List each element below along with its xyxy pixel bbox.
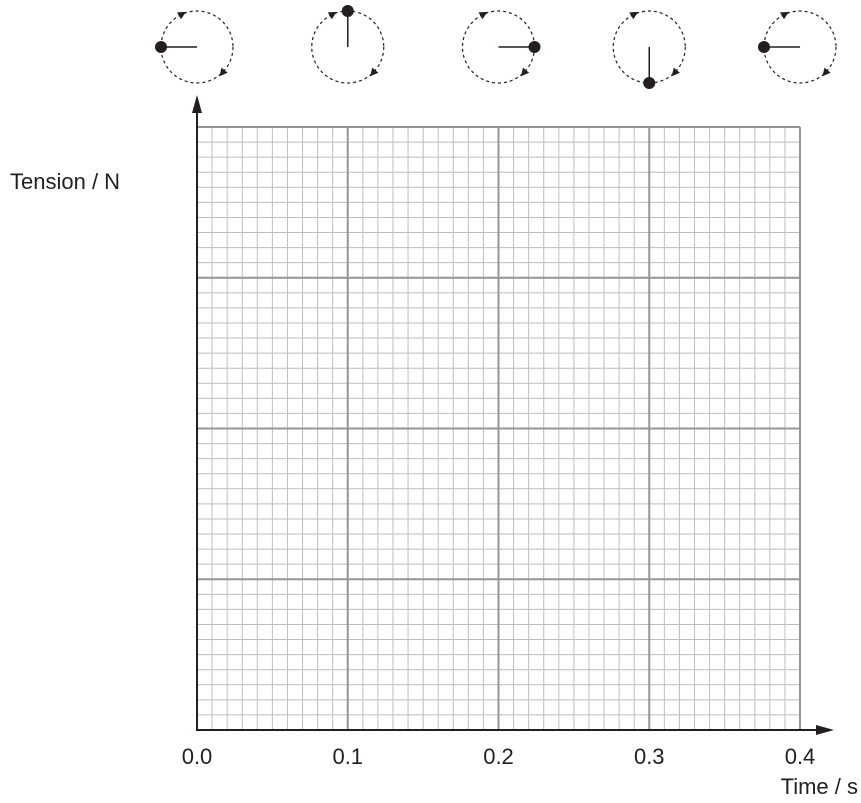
- direction-arrow: [177, 11, 186, 20]
- x-tick-label: 0.4: [785, 744, 816, 769]
- mass: [155, 41, 167, 53]
- direction-arrow: [822, 67, 831, 77]
- x-tick-label: 0.1: [332, 744, 363, 769]
- rotation-icon: [461, 10, 541, 84]
- mass: [528, 41, 541, 53]
- direction-arrow: [629, 11, 639, 20]
- mass: [758, 41, 770, 53]
- path-circle: [763, 10, 837, 84]
- rotation-icon: [612, 10, 686, 89]
- x-tick-label: 0.3: [634, 744, 665, 769]
- mass: [643, 77, 656, 89]
- x-axis-arrow: [816, 725, 834, 735]
- direction-arrow: [219, 67, 228, 77]
- grid: [196, 126, 801, 731]
- rotation-icon: [155, 10, 234, 84]
- y-axis-label: Tension / N: [10, 169, 120, 194]
- rotation-icon: [758, 10, 837, 84]
- direction-arrow: [327, 11, 337, 20]
- x-tick-label: 0.2: [483, 744, 514, 769]
- x-tick-label: 0.0: [182, 744, 213, 769]
- y-axis-arrow: [192, 95, 202, 113]
- direction-arrow: [671, 67, 680, 77]
- direction-arrow: [478, 11, 488, 20]
- rotation-icon: [311, 5, 385, 84]
- direction-arrow: [780, 11, 789, 20]
- direction-arrow: [370, 67, 379, 77]
- direction-arrow: [520, 67, 530, 77]
- path-circle: [160, 10, 234, 84]
- rotation-icons: [155, 5, 837, 89]
- x-axis-label: Time / s: [781, 774, 858, 799]
- mass: [341, 5, 354, 17]
